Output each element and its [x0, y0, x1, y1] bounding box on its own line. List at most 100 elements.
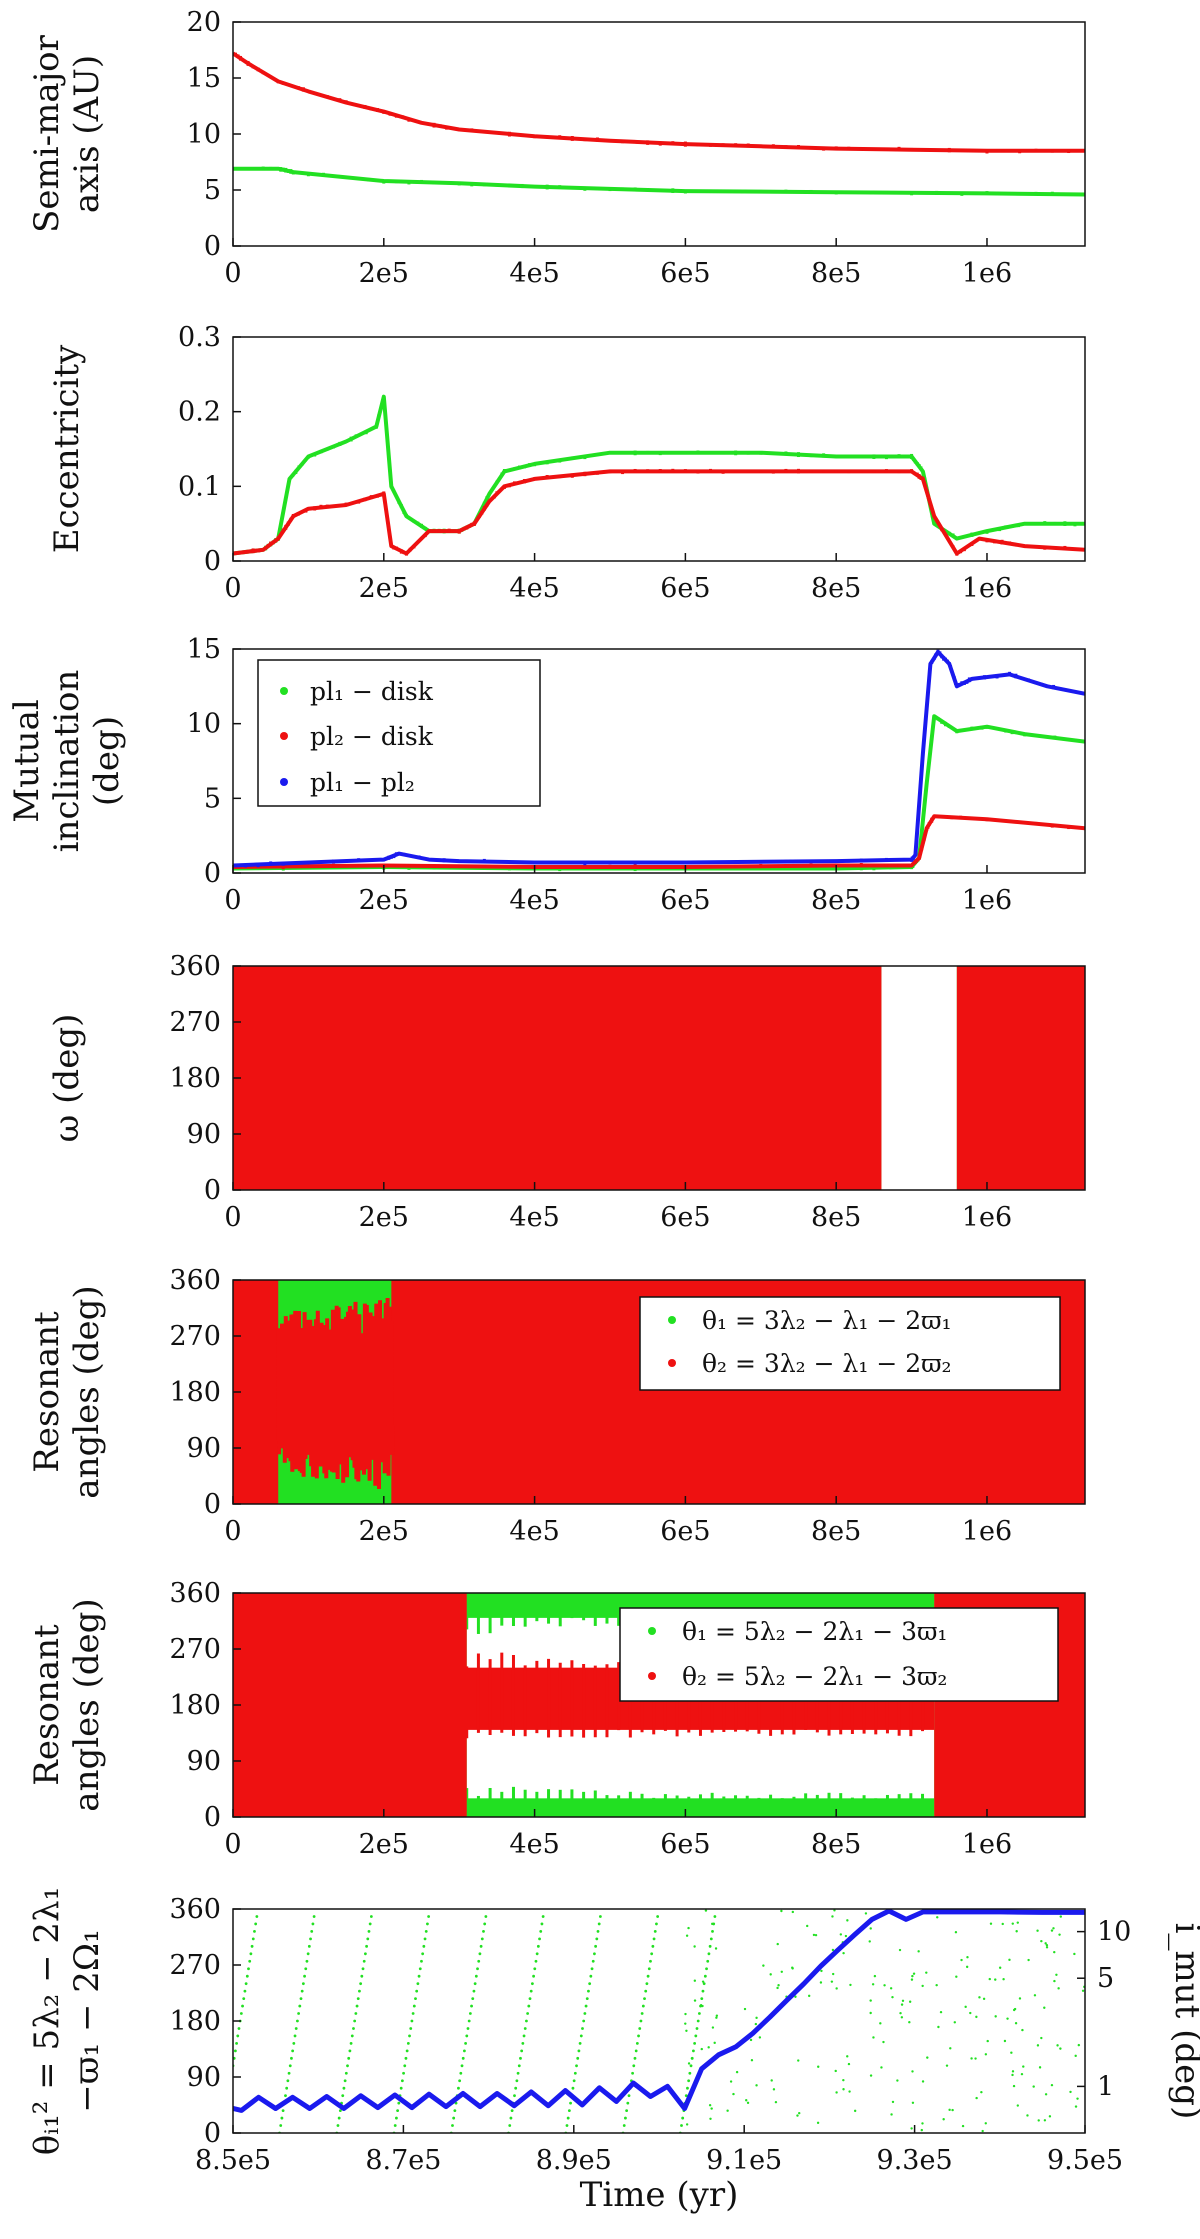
panel7-series-1-point: [711, 2026, 715, 2029]
panel7-series-1-point: [948, 2108, 951, 2112]
panel7-series-1-point: [1018, 1997, 1022, 2000]
panel7-series-1-point: [1038, 2066, 1042, 2069]
panel7-series-1-point: [516, 2071, 520, 2075]
panel5-x-tick-label: 0: [224, 1516, 241, 1547]
panel6-y-axis-label: angles (deg): [67, 1598, 107, 1811]
panel7-series-1-point: [350, 2034, 354, 2038]
panel1-plot-area: [233, 51, 1085, 197]
panel7-series-1-point: [951, 2108, 954, 2112]
panel7-series-1-point: [807, 1994, 811, 1998]
panel7-x-tick-label: 9.5e5: [1047, 2145, 1123, 2176]
panel5-x-tick-label: 6e5: [660, 1516, 710, 1547]
panel7-series-1-point: [288, 2064, 292, 2068]
panel7-series-1-point: [593, 1952, 596, 1956]
panel7-series-1-point: [483, 1922, 487, 1926]
panel7-series-1-point: [774, 2100, 778, 2104]
panel7-series-1-point: [367, 1930, 371, 1933]
panel7-y-tick-label: 360: [169, 1894, 221, 1925]
panel7-series-1-point: [513, 2094, 516, 2098]
panel1-y-tick-label: 20: [187, 7, 221, 38]
panel1-y-tick-label: 15: [187, 63, 221, 94]
panel7-series-1-point: [408, 2034, 411, 2038]
panel5-y-tick-label: 360: [169, 1265, 221, 1296]
panel7-series-1-point: [306, 1952, 310, 1956]
panel7-series-1-point: [689, 2064, 693, 2068]
panel7-series-1-point: [1026, 2114, 1029, 2117]
panel7-series-1-point: [482, 1930, 485, 1933]
panel7-series-1-point: [998, 1966, 1002, 1969]
panel7-series-1-point: [242, 1997, 246, 2000]
panel5-legend-label: θ₂ = 3λ₂ − λ₁ − 2ϖ₂: [702, 1349, 952, 1378]
panel7-series-1-point: [590, 1967, 594, 1971]
panel7-series-1-point: [871, 1983, 875, 1986]
panel7-series-1-point: [312, 1915, 316, 1918]
panel7-series-1-point: [418, 1967, 422, 1971]
panel7-series-1-point: [578, 2042, 582, 2045]
panel7-series-1-point: [891, 1995, 894, 1999]
panel7-series-1-point: [585, 1997, 589, 2000]
panel7-series-1-point: [236, 2034, 240, 2038]
panel7-series-1-point: [704, 1909, 708, 1912]
panel7-series-1-point: [417, 1974, 421, 1978]
panel7-series-1-point: [342, 2086, 346, 2090]
panel7-series-1-point: [359, 1982, 363, 1986]
panel7-series-1-point: [965, 1965, 969, 1969]
panel7-series-1-point: [908, 2020, 911, 2024]
panel7-series-1-point: [583, 2012, 587, 2015]
panel7-series-1-point: [248, 1959, 252, 1963]
panel7-series-1-point: [594, 1944, 598, 1948]
panel7-series-1-point: [700, 2047, 703, 2051]
panel7-y-tick-label: 90: [187, 2062, 221, 2093]
panel7-series-1-point: [626, 2101, 630, 2105]
panel7-series-1-point: [1050, 2083, 1054, 2087]
panel7-series-1-point: [287, 2071, 291, 2075]
panel7-series-1-point: [237, 2027, 241, 2030]
panel7-series-1-point: [239, 2012, 243, 2015]
panel7-series-1-point: [953, 2021, 957, 2024]
panel7-series-1-point: [1020, 2072, 1024, 2076]
panel7-series-1-point: [984, 2053, 988, 2056]
panel7-series-1-point: [978, 1996, 981, 1999]
panel7-series-1-point: [769, 1973, 772, 1976]
panel7-series-1-point: [241, 2004, 244, 2008]
panel4-y-axis-label: ω (deg): [47, 1014, 87, 1143]
panel7-series-1-point: [291, 2049, 295, 2053]
panel7-series-1-point: [831, 1915, 834, 1918]
panel7-series-1-point: [690, 2057, 694, 2060]
panel7-series-1-point: [942, 2118, 945, 2121]
panel3-x-tick-label: 4e5: [509, 885, 559, 916]
panel7-series-1-point: [402, 2071, 405, 2075]
panel4-x-tick-label: 0: [224, 1202, 241, 1233]
panel7-series-1-point: [1027, 1958, 1030, 1962]
panel7-series-1-point: [791, 1910, 795, 1914]
panel7-series-1-point: [1002, 1978, 1005, 1981]
panel7-series-1-point: [1048, 2115, 1052, 2118]
panel7-series-1-point: [879, 2022, 882, 2025]
panel7-series-1-point: [970, 2057, 973, 2060]
panel7-series-1-point: [255, 1915, 259, 1918]
panel7-series-1-point: [362, 1959, 366, 1963]
panel7-series-1-point: [1052, 1927, 1055, 1930]
panel3-legend-label: pl₁ − pl₂: [310, 768, 415, 797]
panel7-series-1-point: [1021, 2028, 1024, 2032]
panel7-series-1-point: [964, 2005, 967, 2009]
panel7-series-1-point: [835, 1987, 838, 1990]
panel7-series-1-point: [519, 2056, 522, 2060]
panel7-series-1-point: [709, 1937, 713, 1941]
panel5-y-tick-label: 90: [187, 1433, 221, 1464]
panel7-series-1-point: [1008, 1958, 1011, 1962]
panel7-series-1-point: [536, 1944, 540, 1948]
panel7-series-1-point: [540, 1922, 544, 1926]
panel7-series-1-point: [356, 1997, 360, 2000]
panel7-series-1-point: [830, 1980, 834, 1983]
panel7-series-1-point: [770, 2079, 773, 2082]
panel2-series-1-line: [233, 394, 1085, 556]
panel7-series-1-point: [254, 1922, 258, 1926]
panel3-y-tick-label: 0: [204, 858, 221, 889]
panel7-series-1-point: [939, 2010, 943, 2014]
panel1-y-axis-label: axis (AU): [67, 55, 107, 213]
panel7-series-1-point: [700, 1997, 704, 2000]
panel7-y2-axis-label: i_mut (deg): [1167, 1923, 1200, 2120]
panel7-series-1-point: [917, 1950, 920, 1953]
panel7-series-1-point: [1043, 2119, 1047, 2122]
